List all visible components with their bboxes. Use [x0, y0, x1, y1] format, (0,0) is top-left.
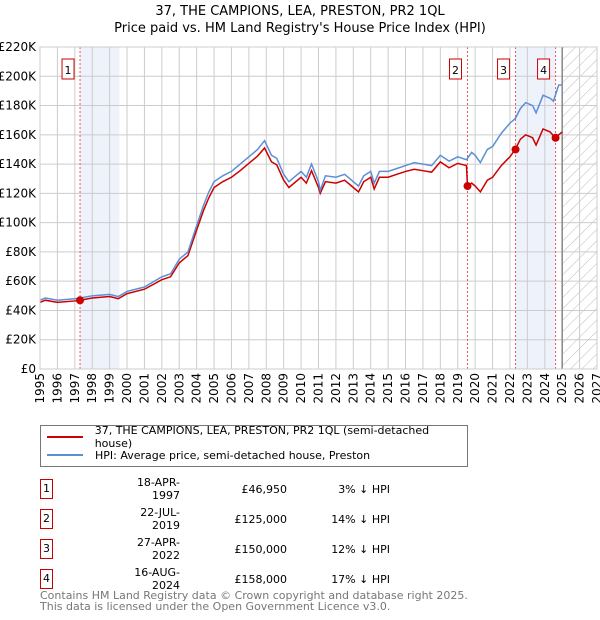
x-tick-label: 2013	[346, 373, 360, 404]
x-tick-label: 2025	[555, 373, 569, 404]
x-tick-label: 2019	[451, 373, 465, 404]
x-tick-label: 2011	[312, 373, 326, 404]
legend-property: 37, THE CAMPIONS, LEA, PRESTON, PR2 1QL …	[47, 424, 467, 450]
sale-point	[76, 296, 85, 305]
x-tick-label: 2015	[381, 373, 395, 404]
legend-swatch	[47, 436, 83, 438]
sale-label: 4	[540, 64, 547, 77]
sale-number: 4	[40, 569, 53, 589]
x-tick-label: 2003	[172, 373, 186, 404]
x-tick-label: 2014	[364, 373, 378, 404]
x-tick-label: 2007	[242, 373, 256, 404]
y-tick-label: £180K	[0, 99, 37, 113]
x-tick-label: 2022	[503, 373, 517, 404]
subtitle: Price paid vs. HM Land Registry's House …	[114, 21, 486, 36]
y-tick-label: £0	[21, 362, 36, 376]
sale-row: 2 22-JUL-2019 £125,000 14% ↓ HPI	[40, 504, 390, 534]
sale-date: 18-APR-1997	[136, 476, 180, 502]
x-tick-label: 2017	[416, 373, 430, 404]
sale-label-box	[537, 58, 551, 80]
title: 37, THE CAMPIONS, LEA, PRESTON, PR2 1QL	[155, 4, 445, 19]
x-tick-label: 1998	[85, 373, 99, 404]
y-tick-label: £200K	[0, 69, 37, 83]
y-tick-label: £60K	[5, 274, 37, 288]
price-chart: £0 £20K £40K £60K £80K £100K £120K £140K £160K £1…	[0, 40, 600, 404]
sale-row: 3 27-APR-2022 £150,000 12% ↓ HPI	[40, 534, 390, 564]
shaded-period	[515, 47, 556, 369]
sale-label-box	[497, 58, 511, 80]
series-line	[39, 127, 563, 304]
x-tick-label: 2016	[399, 373, 413, 404]
sale-number: 1	[40, 479, 53, 499]
legend-hpi: HPI: Average price, semi-detached house,…	[47, 447, 370, 463]
sale-hpi-diff: 12% ↓ HPI	[331, 542, 390, 556]
sale-hpi-diff: 3% ↓ HPI	[338, 482, 390, 496]
x-tick-label: 2020	[468, 373, 482, 404]
x-tick-label: 1999	[103, 373, 117, 404]
legend-label: HPI: Average price, semi-detached house,…	[95, 448, 371, 462]
x-tick-label: 1995	[33, 373, 47, 404]
y-tick-label: £140K	[0, 157, 37, 171]
y-tick-label: £100K	[0, 216, 37, 230]
sale-hpi-diff: 14% ↓ HPI	[331, 512, 390, 526]
sale-number: 2	[40, 509, 53, 529]
x-tick-label: 2026	[573, 373, 587, 404]
footer: Contains HM Land Registry data © Crown c…	[40, 590, 468, 612]
x-tick-label: 1996	[50, 373, 64, 404]
x-tick-label: 2000	[120, 373, 134, 404]
sale-label: 2	[452, 64, 459, 77]
sale-price: £158,000	[234, 572, 288, 586]
x-tick-label: 2012	[329, 373, 343, 404]
sale-price: £150,000	[234, 542, 288, 556]
y-tick-label: £120K	[0, 186, 37, 200]
sale-price: £46,950	[241, 482, 288, 496]
sale-date: 27-APR-2022	[136, 536, 180, 562]
x-tick-label: 1997	[68, 373, 82, 404]
x-tick-label: 2021	[486, 373, 500, 404]
sale-point	[463, 182, 472, 191]
sale-row: 1 18-APR-1997 £46,950 3% ↓ HPI	[40, 474, 390, 504]
x-tick-label: 2002	[155, 373, 169, 404]
footer-line2: This data is licensed under the Open Gov…	[40, 600, 391, 613]
x-tick-label: 2023	[520, 373, 534, 404]
sale-price: £125,000	[234, 512, 288, 526]
chart-title: 37, THE CAMPIONS, LEA, PRESTON, PR2 1QL P…	[0, 3, 600, 37]
plot-border	[39, 46, 598, 370]
x-tick-label: 2009	[277, 373, 291, 404]
sale-label: 3	[500, 64, 507, 77]
sale-date: 22-JUL-2019	[140, 506, 180, 532]
x-tick-label: 2024	[538, 373, 552, 404]
sale-label-box	[61, 58, 75, 80]
x-tick-label: 2027	[590, 373, 600, 404]
legend-swatch	[47, 454, 83, 456]
shaded-period	[80, 47, 120, 369]
sale-point	[511, 145, 520, 154]
series-line	[39, 84, 563, 301]
sale-row: 4 16-AUG-2024 £158,000 17% ↓ HPI	[40, 564, 390, 594]
sales-table: 1 18-APR-1997 £46,950 3% ↓ HPI 2 22-JUL-2019 £…	[40, 474, 390, 594]
y-tick-label: £40K	[5, 303, 37, 317]
sale-hpi-diff: 17% ↓ HPI	[331, 572, 390, 586]
sale-point	[551, 133, 560, 142]
y-tick-label: £220K	[0, 40, 37, 54]
y-tick-label: £80K	[5, 245, 37, 259]
y-tick-label: £160K	[0, 128, 37, 142]
sale-date: 16-AUG-2024	[134, 566, 180, 592]
sale-label-box	[448, 58, 462, 80]
x-tick-label: 2018	[433, 373, 447, 404]
x-tick-label: 2006	[224, 373, 238, 404]
x-tick-label: 2004	[190, 373, 204, 404]
legend: 37, THE CAMPIONS, LEA, PRESTON, PR2 1QL …	[40, 424, 468, 467]
legend-label: 37, THE CAMPIONS, LEA, PRESTON, PR2 1QL …	[94, 424, 430, 450]
x-tick-label: 2008	[259, 373, 273, 404]
sale-number: 3	[40, 539, 53, 559]
sale-label: 1	[65, 64, 72, 77]
footer-line1: Contains HM Land Registry data © Crown c…	[40, 589, 468, 602]
y-tick-label: £20K	[5, 333, 37, 347]
x-tick-label: 2005	[207, 373, 221, 404]
x-tick-label: 2010	[294, 373, 308, 404]
x-tick-label: 2001	[137, 373, 151, 404]
